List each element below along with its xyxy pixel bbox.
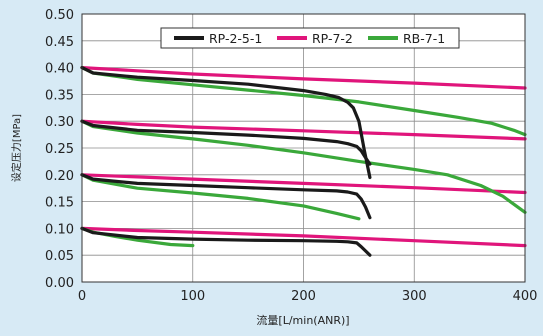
- y-tick-label: 0.20: [45, 169, 74, 184]
- series-line-rp-7-2: [80, 173, 527, 195]
- x-tick-label: 300: [402, 289, 427, 304]
- y-tick-label: 0.10: [45, 222, 74, 237]
- x-tick-label: 0: [78, 289, 86, 304]
- y-tick-label: 0.05: [45, 249, 74, 264]
- x-tick-label: 200: [291, 289, 316, 304]
- y-tick-label: 0.15: [45, 196, 74, 211]
- series-line-rp-2-5-1: [80, 173, 372, 220]
- y-axis-label: 设定压力[MPa]: [10, 114, 23, 182]
- legend: RP-2-5-1 RP-7-2 RB-7-1: [160, 27, 460, 49]
- x-tick-label: 100: [180, 289, 205, 304]
- curves: [80, 65, 527, 257]
- legend-label: RB-7-1: [403, 31, 445, 46]
- series-line-rp-7-2: [80, 226, 527, 248]
- series-line-rp-2-5-1: [80, 226, 372, 257]
- x-tick-label: 400: [513, 289, 538, 304]
- y-tick-label: 0.30: [45, 115, 74, 130]
- series-line-rp-2-5-1: [80, 65, 372, 180]
- legend-box: [160, 27, 460, 49]
- series-line-rb-7-1: [80, 173, 361, 221]
- series-line-rb-7-1: [80, 65, 527, 137]
- y-tick-label: 0.45: [45, 35, 74, 50]
- series-line-rp-7-2: [80, 119, 527, 141]
- legend-label: RP-2-5-1: [209, 31, 262, 46]
- x-axis-label: 流量[L/min(ANR)]: [256, 313, 349, 327]
- y-tick-label: 0.25: [45, 142, 74, 157]
- y-tick-label: 0.50: [45, 8, 74, 23]
- y-tick-labels: 0.00 0.05 0.10 0.15 0.20 0.25 0.30 0.35 0.40 0.45…: [45, 8, 74, 291]
- plot-frame: [81, 13, 526, 283]
- series-line-rp-7-2: [80, 65, 527, 90]
- y-tick-label: 0.35: [45, 88, 74, 103]
- series-line-rb-7-1: [80, 119, 527, 214]
- y-tick-label: 0.40: [45, 62, 74, 77]
- legend-label: RP-7-2: [312, 31, 353, 46]
- x-tick-labels: 0 100 200 300 400: [78, 289, 538, 304]
- y-tick-label: 0.00: [45, 276, 74, 291]
- series-line-rp-2-5-1: [80, 119, 372, 166]
